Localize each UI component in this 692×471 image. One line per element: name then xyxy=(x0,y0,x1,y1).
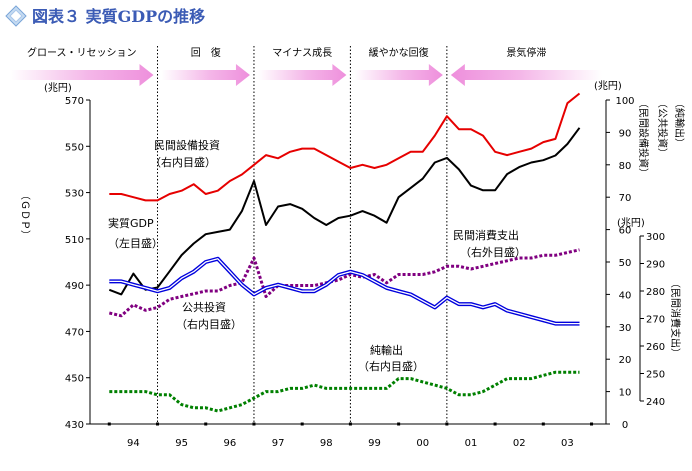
label-gdp: 実質GDP xyxy=(108,216,154,230)
left-tick-label: 470 xyxy=(65,327,84,338)
series-line-2 xyxy=(108,248,580,318)
phase-arrow-3 xyxy=(354,64,443,86)
right-tick-label: 30 xyxy=(619,323,632,334)
x-year-marker xyxy=(348,422,352,426)
left-tick-label: 490 xyxy=(65,281,84,292)
right-tick-label: 50 xyxy=(619,258,632,269)
left-tick-label: 570 xyxy=(65,96,84,107)
label-netexport: 純輸出 xyxy=(370,343,403,357)
x-year-marker xyxy=(156,422,160,426)
x-tick-label: 00 xyxy=(416,438,429,449)
x-tick-label: 99 xyxy=(368,438,381,449)
right2-tick-label: 300 xyxy=(646,232,665,243)
right-tick-label: 10 xyxy=(619,388,632,399)
right-tick-label: 70 xyxy=(619,193,632,204)
right2-tick-label: 240 xyxy=(646,397,665,408)
right2-tick-label: 260 xyxy=(646,342,665,353)
label-public: 公共投資 xyxy=(182,300,226,314)
phase-arrow-0 xyxy=(10,64,154,86)
right-axis-title-3: （民間消費支出） xyxy=(669,278,682,358)
unit-right: (兆円) xyxy=(594,80,622,92)
right-tick-label: 0 xyxy=(622,420,628,431)
series-lines xyxy=(108,92,581,413)
x-tick-label: 98 xyxy=(320,438,333,449)
phase-label-2: マイナス成長 xyxy=(272,47,332,59)
x-year-marker xyxy=(493,422,497,426)
diamond-icon-inner xyxy=(9,9,23,23)
label-gdp-axis: （左目盛） xyxy=(108,236,163,250)
x-year-marker xyxy=(252,422,256,426)
right-tick-label: 100 xyxy=(615,96,634,107)
series-line-inner-3 xyxy=(109,258,580,325)
right-axis-title-1: （公共投資） xyxy=(656,98,669,158)
series-line-0 xyxy=(108,127,581,296)
phase-arrow-4 xyxy=(450,64,602,86)
right-tick-label: 40 xyxy=(619,290,632,301)
right-axis-title-2: （民間設備投資） xyxy=(637,98,650,178)
series-line-4 xyxy=(109,370,580,413)
label-consumption: 民間消費支出 xyxy=(453,228,519,242)
left-tick-label: 430 xyxy=(65,420,84,431)
unit-left: (兆円) xyxy=(44,82,72,94)
label-consumption-axis: （右外目盛） xyxy=(460,245,526,259)
phase-arrow-2 xyxy=(257,64,347,86)
phase-arrows: グロース・リセッション 回 復 マイナス成長 緩やかな回復 景気停滞 xyxy=(10,46,602,86)
left-tick-label: 530 xyxy=(65,189,84,200)
left-tick-label: 510 xyxy=(65,235,84,246)
right-tick-label: 20 xyxy=(619,355,632,366)
series-line-3 xyxy=(109,256,580,326)
left-axis-title: （ＧＤＰ） xyxy=(19,190,31,240)
left-tick-label: 450 xyxy=(65,374,84,385)
label-capex: 民間設備投資 xyxy=(154,138,220,152)
x-year-marker xyxy=(397,422,401,426)
x-tick-label: 95 xyxy=(175,438,188,449)
right2-tick-label: 280 xyxy=(646,287,665,298)
phase-label-3: 緩やかな回復 xyxy=(369,46,429,59)
x-tick-label: 02 xyxy=(513,438,526,449)
label-netexport-axis: （右内目盛） xyxy=(358,359,424,373)
x-year-marker xyxy=(204,422,208,426)
label-public-axis: （右内目盛） xyxy=(176,317,242,331)
phase-arrow-1 xyxy=(161,64,250,86)
series-annotations: 民間設備投資 （右内目盛） 実質GDP （左目盛） 民間消費支出 （右外目盛） … xyxy=(108,138,526,373)
right2-tick-label: 250 xyxy=(646,370,665,381)
x-year-marker xyxy=(300,422,304,426)
chart-title-group: 図表３ 実質GDPの推移 xyxy=(5,5,205,27)
right-axis-title-0: （純輸出） xyxy=(673,98,686,148)
x-tick-label: 96 xyxy=(223,438,236,449)
right-tick-label: 60 xyxy=(619,226,632,237)
x-year-marker xyxy=(590,422,594,426)
chart-title: 図表３ 実質GDPの推移 xyxy=(32,7,205,26)
right2-tick-label: 270 xyxy=(646,315,665,326)
x-year-marker xyxy=(445,422,449,426)
unit-right2: (兆円) xyxy=(617,217,645,229)
x-tick-label: 03 xyxy=(561,438,574,449)
right2-tick-label: 290 xyxy=(646,260,665,271)
series-line-1 xyxy=(109,92,581,202)
axes: 4304504704905105305505700102030405060708… xyxy=(19,96,686,449)
phase-label-4: 景気停滞 xyxy=(506,46,546,59)
x-year-marker xyxy=(541,422,545,426)
x-tick-label: 01 xyxy=(465,438,478,449)
left-tick-label: 550 xyxy=(65,142,84,153)
phase-label-0: グロース・リセッション xyxy=(27,46,137,59)
right-tick-label: 80 xyxy=(619,161,632,172)
phase-label-1: 回 復 xyxy=(191,46,221,59)
label-capex-axis: （右内目盛） xyxy=(150,155,216,169)
x-tick-label: 94 xyxy=(127,438,140,449)
x-year-marker xyxy=(107,422,111,426)
x-tick-label: 97 xyxy=(272,438,285,449)
right-tick-label: 90 xyxy=(619,128,632,139)
